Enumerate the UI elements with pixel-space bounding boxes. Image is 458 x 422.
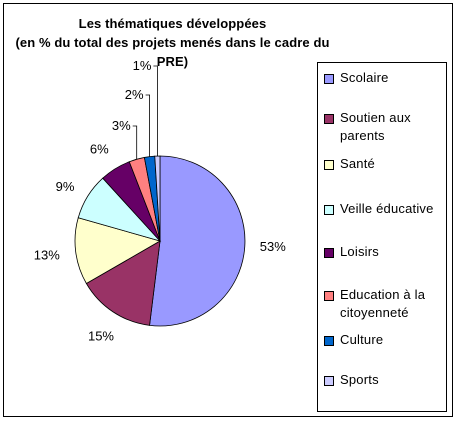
legend-label-3: Santé [340, 156, 375, 171]
data-label-1: 53% [260, 239, 286, 254]
legend-swatch-8 [324, 376, 334, 386]
legend-item-6: Education à la citoyenneté [324, 286, 444, 322]
legend-item-4: Veille éducative [324, 200, 444, 218]
legend-item-3: Santé [324, 155, 444, 173]
legend-label-1: Scolaire [340, 70, 389, 85]
legend-label-5: Loisirs [340, 244, 379, 259]
legend-item-1: Scolaire [324, 69, 444, 87]
legend: Scolaire Soutien aux parents Santé Veille é… [317, 62, 447, 412]
pie-slice-1 [149, 155, 246, 327]
chart-title-line-2: (en % du total des projets menés dans le… [15, 35, 330, 50]
data-label-4: 9% [56, 179, 75, 194]
data-label-8: 1% [133, 58, 152, 73]
legend-item-5: Loisirs [324, 243, 444, 261]
legend-swatch-6 [324, 291, 334, 301]
legend-label-7: Culture [340, 332, 384, 347]
legend-swatch-7 [324, 336, 334, 346]
data-label-6: 3% [112, 118, 131, 133]
leader-line-7 [145, 94, 151, 157]
legend-swatch-4 [324, 205, 334, 215]
legend-item-7: Culture [324, 331, 444, 349]
legend-swatch-5 [324, 248, 334, 258]
pie-slice-8 [154, 155, 161, 242]
chart-frame [3, 3, 453, 417]
legend-swatch-2 [324, 114, 334, 124]
chart-title: Les thématiques développées (en % du tot… [0, 14, 345, 71]
data-label-2: 15% [88, 329, 114, 344]
legend-label-2: Soutien aux parents [340, 110, 411, 143]
data-label-3: 13% [34, 248, 60, 263]
legend-label-4: Veille éducative [340, 201, 434, 216]
data-label-5: 6% [90, 142, 109, 157]
data-label-7: 2% [125, 87, 144, 102]
pie-slice-2 [85, 240, 161, 326]
legend-label-6: Education à la citoyenneté [340, 287, 426, 320]
legend-swatch-3 [324, 160, 334, 170]
leader-line-8 [153, 65, 158, 156]
legend-item-8: Sports [324, 371, 444, 389]
chart-title-line-1: Les thématiques développées [78, 16, 267, 31]
legend-label-8: Sports [340, 372, 379, 387]
chart-title-line-3: PRE) [156, 54, 189, 69]
legend-swatch-1 [324, 74, 334, 84]
legend-item-2: Soutien aux parents [324, 109, 444, 145]
pie-slice-3 [74, 217, 162, 285]
leader-line-6 [132, 125, 138, 160]
